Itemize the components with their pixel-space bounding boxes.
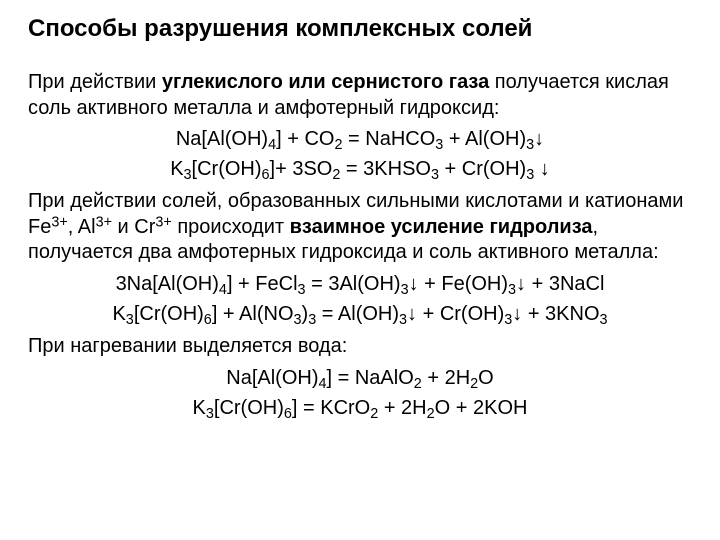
equation-6: K3[Cr(OH)6] = KCrO2 + 2H2O + 2KOH — [28, 394, 692, 422]
p2-text-c: и Cr — [112, 216, 155, 238]
p1-text-a: При действии — [28, 71, 162, 93]
p2-sup-2: 3+ — [96, 214, 112, 230]
paragraph-2: При действии солей, образованных сильным… — [28, 189, 692, 266]
equation-3: 3Na[Al(OH)4] + FeCl3 = 3Al(OH)3↓ + Fe(OH… — [28, 270, 692, 298]
paragraph-1: При действии углекислого или сернистого … — [28, 70, 692, 121]
p2-sup-1: 3+ — [51, 214, 67, 230]
paragraph-3: При нагревании выделяется вода: — [28, 334, 692, 360]
slide-title: Способы разрушения комплексных солей — [28, 14, 692, 44]
equation-1: Na[Al(OH)4] + CO2 = NaHCO3 + Al(OH)3↓ — [28, 125, 692, 153]
p2-text-b: , Al — [68, 216, 96, 238]
p1-bold: углекислого или сернистого газа — [162, 71, 489, 93]
equation-4: K3[Cr(OH)6] + Al(NO3)3 = Al(OH)3↓ + Cr(O… — [28, 300, 692, 328]
equation-5: Na[Al(OH)4] = NaAlO2 + 2H2O — [28, 364, 692, 392]
p2-sup-3: 3+ — [155, 214, 171, 230]
p2-text-d: происходит — [172, 216, 290, 238]
slide: Способы разрушения комплексных солей При… — [0, 0, 720, 540]
equation-2: K3[Cr(OH)6]+ 3SO2 = 3KHSO3 + Cr(OH)3 ↓ — [28, 155, 692, 183]
p2-bold: взаимное усиление гидролиза — [290, 216, 593, 238]
